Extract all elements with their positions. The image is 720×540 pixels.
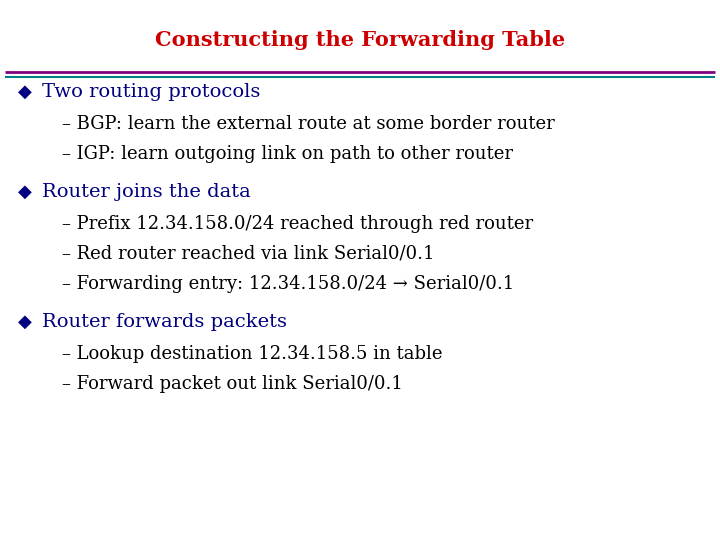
Text: – Forwarding entry: 12.34.158.0/24 → Serial0/0.1: – Forwarding entry: 12.34.158.0/24 → Ser… [62,275,514,293]
Text: Router forwards packets: Router forwards packets [42,313,287,331]
Text: ◆: ◆ [18,313,32,331]
Text: – Prefix 12.34.158.0/24 reached through red router: – Prefix 12.34.158.0/24 reached through … [62,215,533,233]
Text: ◆: ◆ [18,183,32,201]
Text: Constructing the Forwarding Table: Constructing the Forwarding Table [155,30,565,50]
Text: – Forward packet out link Serial0/0.1: – Forward packet out link Serial0/0.1 [62,375,403,393]
Text: Router joins the data: Router joins the data [42,183,251,201]
Text: ◆: ◆ [18,83,32,101]
Text: – Lookup destination 12.34.158.5 in table: – Lookup destination 12.34.158.5 in tabl… [62,345,443,363]
Text: Two routing protocols: Two routing protocols [42,83,261,101]
Text: – Red router reached via link Serial0/0.1: – Red router reached via link Serial0/0.… [62,245,434,263]
Text: – IGP: learn outgoing link on path to other router: – IGP: learn outgoing link on path to ot… [62,145,513,163]
Text: – BGP: learn the external route at some border router: – BGP: learn the external route at some … [62,115,554,133]
